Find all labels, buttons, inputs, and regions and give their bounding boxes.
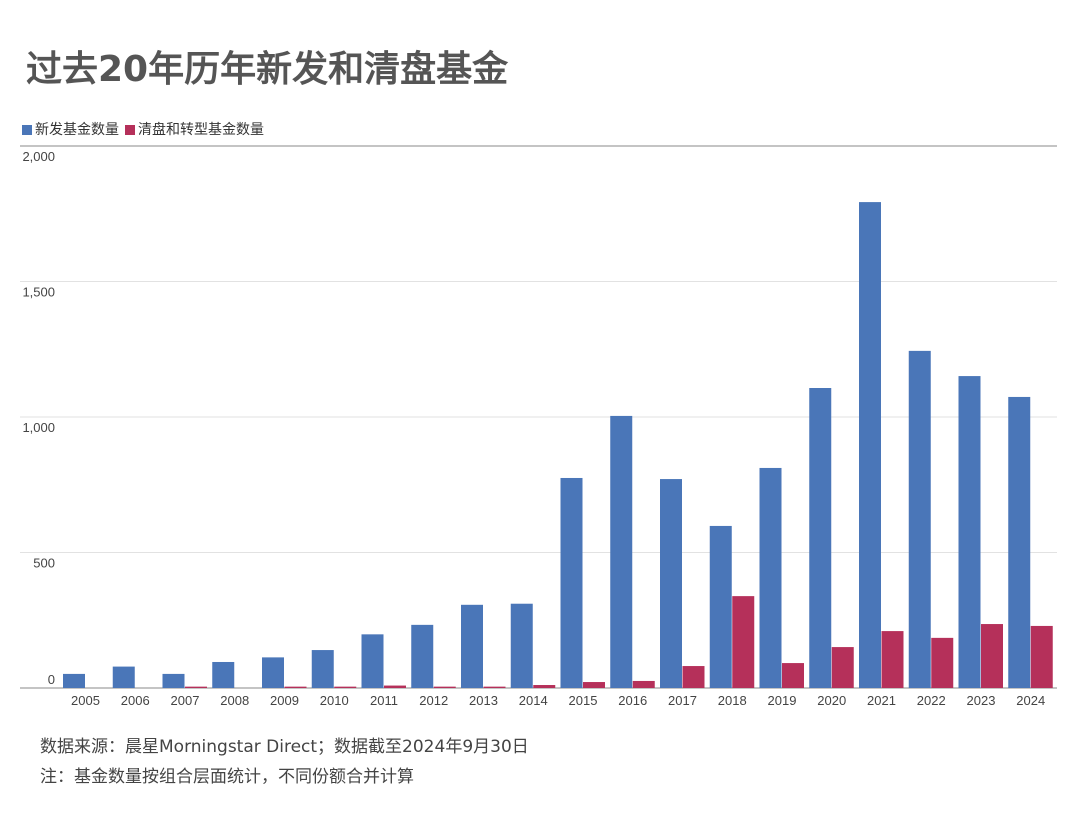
- y-tick-label: 0: [48, 672, 55, 687]
- bar-closed-2007: [185, 686, 207, 688]
- x-tick-label: 2006: [121, 693, 150, 708]
- bar-new-2005: [63, 673, 85, 688]
- legend-swatch-closed: [125, 125, 135, 135]
- x-tick-label: 2010: [320, 693, 349, 708]
- bar-closed-2010: [334, 686, 357, 688]
- bar-new-2021: [859, 202, 881, 689]
- legend-label-closed: 清盘和转型基金数量: [138, 122, 264, 138]
- bar-closed-2016: [632, 680, 655, 688]
- legend-swatch-new: [22, 125, 32, 135]
- bar-closed-2017: [682, 666, 705, 688]
- x-tick-label: 2011: [370, 693, 398, 708]
- legend-item-new: 新发基金数量: [22, 119, 119, 139]
- x-tick-label: 2021: [867, 693, 896, 708]
- bar-new-2013: [461, 604, 483, 688]
- bar-closed-2024: [1030, 625, 1053, 688]
- x-tick-label: 2015: [569, 693, 598, 708]
- bar-new-2008: [212, 661, 235, 688]
- x-tick-label: 2007: [171, 693, 200, 708]
- x-tick-label: 2005: [71, 693, 100, 708]
- bar-closed-2023: [981, 624, 1003, 688]
- bar-new-2023: [958, 376, 981, 688]
- bar-closed-2018: [732, 596, 755, 688]
- bar-closed-2019: [782, 663, 804, 688]
- x-tick-label: 2014: [519, 693, 548, 708]
- bar-new-2007: [162, 673, 185, 688]
- bar-new-2009: [262, 657, 284, 688]
- x-tick-label: 2024: [1016, 693, 1045, 708]
- legend: 新发基金数量 清盘和转型基金数量: [22, 119, 264, 139]
- bar-new-2012: [411, 624, 434, 688]
- bar-closed-2015: [583, 682, 605, 688]
- bar-new-2016: [610, 415, 633, 688]
- bar-closed-2009: [284, 686, 307, 688]
- x-tick-label: 2022: [917, 693, 946, 708]
- x-tick-label: 2013: [469, 693, 498, 708]
- x-tick-label: 2009: [270, 693, 299, 708]
- x-tick-label: 2020: [817, 693, 846, 708]
- y-tick-label: 1,000: [22, 420, 55, 435]
- bar-new-2014: [510, 603, 533, 688]
- bar-new-2011: [361, 634, 384, 688]
- x-tick-label: 2017: [668, 693, 697, 708]
- bar-closed-2021: [881, 631, 904, 688]
- x-tick-label: 2019: [768, 693, 797, 708]
- bar-closed-2011: [384, 685, 406, 688]
- bar-closed-2014: [533, 685, 556, 688]
- bar-new-2015: [560, 477, 583, 688]
- y-tick-label: 2,000: [22, 149, 55, 164]
- y-tick-label: 1,500: [22, 285, 55, 300]
- source-note: 数据来源：晨星Morningstar Direct；数据截至2024年9月30日: [40, 737, 529, 757]
- x-tick-label: 2016: [618, 693, 647, 708]
- bar-closed-2013: [483, 686, 506, 688]
- bar-new-2006: [112, 666, 135, 688]
- chart-title: 过去20年历年新发和清盘基金: [26, 49, 509, 90]
- bar-closed-2022: [931, 637, 954, 688]
- bar-closed-2012: [433, 686, 456, 688]
- legend-label-new: 新发基金数量: [35, 122, 119, 138]
- bar-new-2018: [709, 525, 732, 688]
- bar-new-2010: [311, 650, 334, 688]
- bar-new-2022: [908, 350, 931, 688]
- bar-closed-2020: [831, 647, 854, 688]
- bar-new-2017: [660, 479, 682, 688]
- y-tick-label: 500: [33, 556, 55, 571]
- footnote: 注：基金数量按组合层面统计，不同份额合并计算: [40, 767, 414, 787]
- bar-new-2024: [1008, 396, 1031, 688]
- bar-new-2019: [759, 467, 782, 688]
- x-tick-label: 2018: [718, 693, 747, 708]
- legend-item-closed: 清盘和转型基金数量: [125, 119, 264, 139]
- bar-new-2020: [809, 388, 832, 688]
- x-tick-label: 2023: [967, 693, 996, 708]
- x-tick-label: 2012: [419, 693, 448, 708]
- x-tick-label: 2008: [220, 693, 249, 708]
